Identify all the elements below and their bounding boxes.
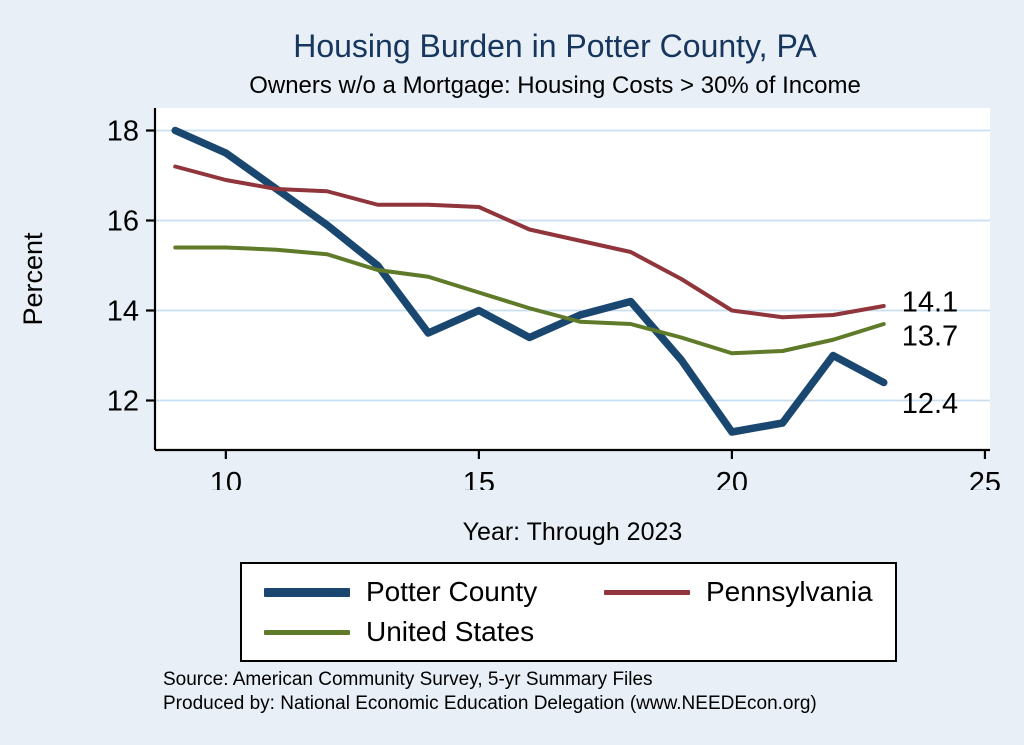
svg-text:14.1: 14.1 xyxy=(902,287,958,319)
svg-text:Percent: Percent xyxy=(18,232,48,326)
svg-text:20: 20 xyxy=(716,467,748,490)
united-states-line-swatch xyxy=(264,629,350,635)
pennsylvania-line-swatch xyxy=(604,589,690,595)
potter-county-line-swatch xyxy=(264,587,350,597)
legend-item-potter-county: Potter County xyxy=(264,576,604,608)
produced-by-line: Produced by: National Economic Education… xyxy=(163,692,817,714)
legend-label-pennsylvania: Pennsylvania xyxy=(706,576,873,607)
svg-text:12: 12 xyxy=(107,386,139,418)
svg-text:18: 18 xyxy=(107,116,139,148)
source-line: Source: American Community Survey, 5-yr … xyxy=(163,669,653,690)
svg-text:25: 25 xyxy=(969,467,1001,490)
legend-label-potter-county: Potter County xyxy=(366,576,538,607)
svg-text:12.4: 12.4 xyxy=(902,388,958,420)
svg-text:15: 15 xyxy=(463,467,495,490)
svg-text:14: 14 xyxy=(107,296,139,328)
x-axis-label: Year: Through 2023 xyxy=(462,518,683,546)
legend-item-united-states: United States xyxy=(264,616,604,648)
chart-title: Housing Burden in Potter County, PA xyxy=(293,28,817,64)
legend: Potter County Pennsylvania United States xyxy=(240,562,897,662)
legend-label-united-states: United States xyxy=(366,616,535,647)
svg-text:10: 10 xyxy=(210,467,242,490)
housing-burden-line-chart: 12 14 16 18 10 15 20 25 Percent 12.4 14.113.7 xyxy=(18,108,1001,490)
chart-subtitle: Owners w/o a Mortgage: Housing Costs > 3… xyxy=(249,72,861,99)
source-block: Source: American Community Survey, 5-yr … xyxy=(163,668,817,716)
svg-text:16: 16 xyxy=(107,206,139,238)
legend-item-pennsylvania: Pennsylvania xyxy=(604,576,873,608)
svg-text:13.7: 13.7 xyxy=(902,320,958,352)
